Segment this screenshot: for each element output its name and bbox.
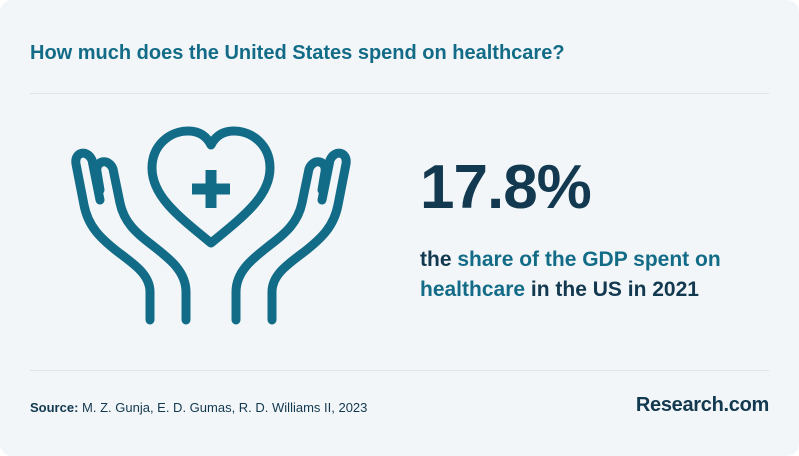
source-label: Source: bbox=[30, 400, 79, 415]
stat-description: the share of the GDP spent on healthcare… bbox=[420, 245, 760, 305]
hands-holding-heart-cross-icon bbox=[71, 126, 351, 325]
bottom-divider bbox=[30, 370, 769, 371]
desc-suffix: in the US in 2021 bbox=[530, 278, 699, 301]
brand-logo: Research.com bbox=[635, 394, 769, 416]
desc-highlight: healthcare bbox=[420, 278, 526, 301]
stat-value: 17.8% bbox=[420, 153, 592, 222]
source-text: M. Z. Gunja, E. D. Gumas, R. D. Williams… bbox=[82, 400, 368, 415]
top-divider bbox=[30, 93, 769, 94]
desc-prefix: the bbox=[420, 248, 452, 271]
desc-highlight: share of the GDP spent on bbox=[457, 248, 721, 271]
source-citation: Source: M. Z. Gunja, E. D. Gumas, R. D. … bbox=[30, 400, 367, 415]
page-title: How much does the United States spend on… bbox=[30, 42, 565, 64]
